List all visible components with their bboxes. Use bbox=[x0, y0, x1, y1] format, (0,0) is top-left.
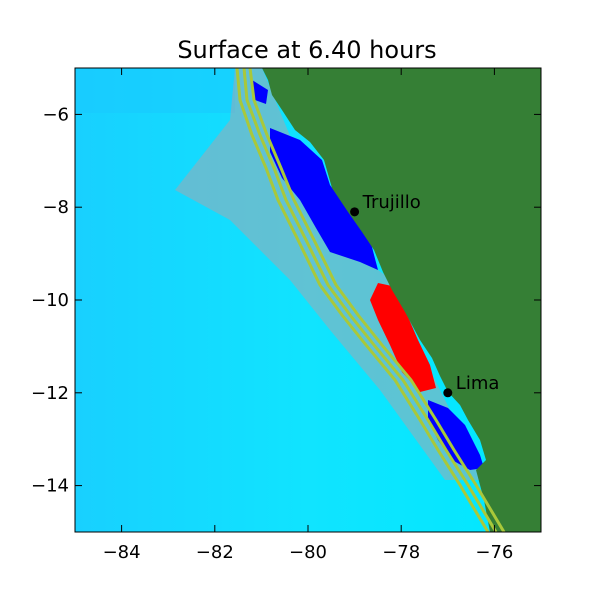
x-tick-label: −76 bbox=[475, 542, 513, 563]
x-tick-label: −84 bbox=[103, 542, 141, 563]
wave-positive-region bbox=[370, 283, 436, 392]
y-tick-label: −14 bbox=[31, 476, 69, 497]
y-tick-label: −10 bbox=[31, 290, 69, 311]
wave-negative-north bbox=[252, 80, 268, 104]
x-axis: −84 −82 −80 −78 −76 bbox=[103, 68, 513, 563]
city-marker-trujillo bbox=[350, 207, 360, 217]
city-markers: Trujillo Lima bbox=[350, 192, 500, 398]
ocean-deep-patch bbox=[75, 68, 235, 113]
x-tick-label: −78 bbox=[382, 542, 420, 563]
y-tick-label: −12 bbox=[31, 383, 69, 404]
bathymetry-contours bbox=[235, 68, 506, 532]
wave-neutral-zone bbox=[175, 68, 480, 480]
x-tick-label: −80 bbox=[289, 542, 327, 563]
map-title: Surface at 6.40 hours bbox=[177, 36, 436, 64]
city-label-lima: Lima bbox=[456, 373, 500, 394]
x-tick-label: −82 bbox=[196, 542, 234, 563]
land-mass bbox=[262, 68, 541, 532]
wave-negative-south bbox=[428, 400, 484, 470]
wave-negative-central bbox=[270, 128, 378, 270]
city-label-trujillo: Trujillo bbox=[362, 192, 421, 213]
map-plot-area bbox=[75, 68, 541, 532]
y-tick-label: −6 bbox=[42, 104, 69, 125]
city-marker-lima bbox=[443, 388, 453, 398]
y-tick-label: −8 bbox=[42, 197, 69, 218]
y-axis: −6 −8 −10 −12 −14 bbox=[31, 104, 541, 497]
